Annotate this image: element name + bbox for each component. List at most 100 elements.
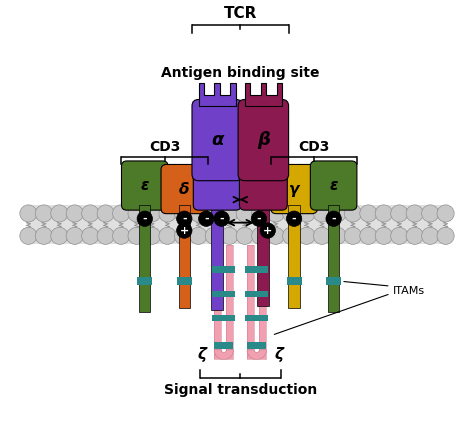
Circle shape (190, 205, 207, 222)
Circle shape (97, 205, 114, 222)
Bar (227, 245, 234, 359)
Text: CD3: CD3 (149, 140, 180, 154)
Bar (137, 277, 152, 285)
Circle shape (174, 227, 191, 245)
Circle shape (298, 227, 315, 245)
FancyBboxPatch shape (239, 171, 287, 210)
Circle shape (137, 211, 153, 226)
Bar (212, 315, 235, 321)
Circle shape (360, 205, 377, 222)
Text: -: - (182, 214, 187, 224)
Bar (212, 266, 235, 273)
Circle shape (128, 227, 145, 245)
Text: -: - (219, 214, 224, 224)
Text: TCR: TCR (224, 6, 257, 21)
Circle shape (329, 205, 346, 222)
Circle shape (35, 205, 53, 222)
Bar (247, 245, 254, 359)
Circle shape (199, 211, 214, 226)
Circle shape (97, 227, 114, 245)
Circle shape (360, 227, 377, 245)
Circle shape (205, 227, 222, 245)
Circle shape (375, 205, 392, 222)
Circle shape (313, 227, 330, 245)
Bar (257, 205, 270, 306)
Circle shape (251, 211, 267, 226)
Text: δ: δ (179, 181, 190, 197)
Circle shape (283, 227, 300, 245)
Circle shape (51, 227, 68, 245)
Bar (179, 205, 190, 308)
Circle shape (283, 205, 300, 222)
Text: Signal transduction: Signal transduction (164, 383, 317, 397)
Circle shape (421, 205, 439, 222)
Polygon shape (214, 350, 234, 359)
Circle shape (112, 227, 130, 245)
Text: -: - (256, 214, 261, 224)
Circle shape (214, 211, 229, 226)
Circle shape (144, 227, 161, 245)
Text: +: + (263, 226, 273, 236)
Circle shape (406, 227, 423, 245)
Circle shape (437, 205, 454, 222)
Bar (326, 277, 341, 285)
Circle shape (252, 205, 269, 222)
Text: ε: ε (140, 178, 149, 193)
Circle shape (82, 227, 99, 245)
Circle shape (190, 227, 207, 245)
Text: CD3: CD3 (298, 140, 329, 154)
Text: -: - (204, 214, 209, 224)
Bar (259, 245, 266, 359)
Circle shape (174, 205, 191, 222)
Circle shape (221, 205, 238, 222)
FancyBboxPatch shape (238, 100, 289, 181)
Circle shape (313, 205, 330, 222)
Circle shape (375, 227, 392, 245)
Circle shape (159, 205, 176, 222)
Text: ITAMs: ITAMs (393, 287, 425, 296)
Circle shape (144, 205, 161, 222)
FancyBboxPatch shape (192, 100, 243, 181)
Circle shape (267, 205, 284, 222)
Circle shape (391, 205, 408, 222)
Circle shape (406, 205, 423, 222)
Bar (246, 291, 268, 297)
Bar (214, 245, 221, 359)
Text: Antigen binding site: Antigen binding site (161, 66, 319, 80)
Text: ζ: ζ (197, 347, 206, 362)
Polygon shape (245, 83, 282, 106)
Circle shape (236, 205, 253, 222)
Circle shape (177, 211, 192, 226)
Circle shape (421, 227, 439, 245)
Circle shape (221, 227, 238, 245)
Text: ζ: ζ (274, 347, 283, 362)
Circle shape (329, 227, 346, 245)
Circle shape (391, 227, 408, 245)
Bar (247, 342, 266, 350)
Circle shape (260, 223, 275, 238)
Bar (211, 205, 223, 310)
Bar (28, 205, 446, 245)
Text: α: α (211, 131, 223, 149)
Text: β: β (257, 131, 270, 149)
Text: -: - (143, 214, 147, 224)
Bar (328, 205, 339, 312)
Bar (177, 277, 192, 285)
Circle shape (326, 211, 341, 226)
Circle shape (35, 227, 53, 245)
Circle shape (128, 205, 145, 222)
Bar (247, 245, 254, 359)
Polygon shape (247, 350, 266, 359)
Text: γ: γ (289, 181, 299, 197)
Circle shape (177, 223, 192, 238)
Bar (139, 205, 150, 312)
FancyBboxPatch shape (271, 164, 318, 214)
Text: -: - (292, 214, 296, 224)
Circle shape (20, 205, 37, 222)
FancyBboxPatch shape (121, 161, 168, 210)
Circle shape (112, 205, 130, 222)
Circle shape (286, 211, 302, 226)
Bar (246, 315, 268, 321)
Text: -: - (331, 214, 336, 224)
Polygon shape (199, 83, 236, 106)
